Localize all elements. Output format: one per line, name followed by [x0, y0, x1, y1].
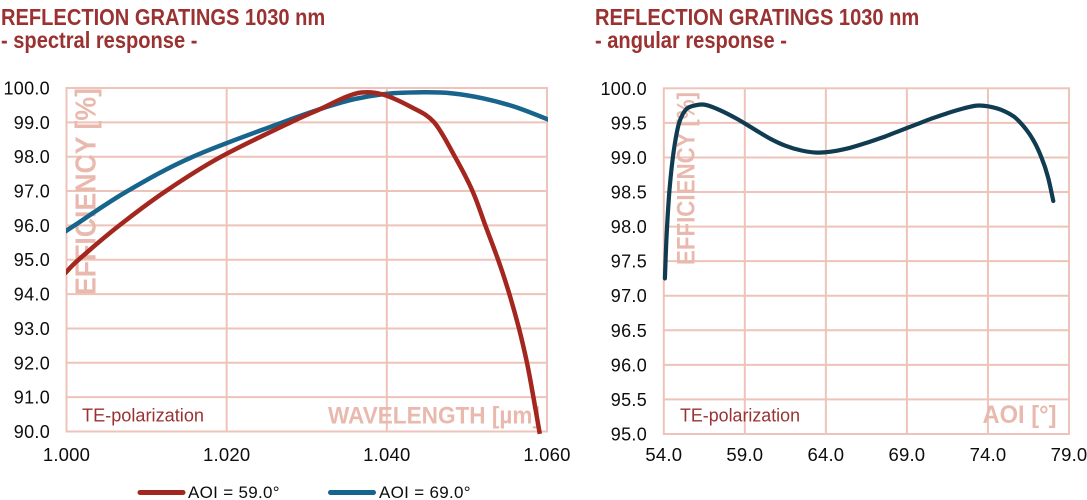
svg-text:TE-polarization: TE-polarization [680, 406, 800, 426]
svg-text:69.0: 69.0 [888, 444, 925, 465]
svg-text:96.0: 96.0 [611, 355, 647, 375]
svg-text:54.0: 54.0 [645, 444, 682, 465]
svg-text:96.5: 96.5 [611, 321, 647, 341]
svg-text:99.0: 99.0 [14, 113, 50, 133]
svg-text:98.0: 98.0 [14, 147, 50, 167]
svg-text:1.000: 1.000 [43, 444, 90, 465]
svg-text:97.0: 97.0 [611, 286, 647, 306]
svg-text:98.5: 98.5 [611, 183, 647, 203]
svg-text:WAVELENGTH [µm]: WAVELENGTH [µm] [328, 403, 540, 430]
svg-text:90.0: 90.0 [14, 422, 50, 442]
svg-text:74.0: 74.0 [970, 444, 1007, 465]
svg-text:TE-polarization: TE-polarization [82, 406, 204, 426]
svg-text:1.040: 1.040 [363, 444, 410, 465]
svg-text:91.0: 91.0 [14, 388, 50, 408]
svg-text:97.0: 97.0 [14, 182, 50, 202]
svg-text:98.0: 98.0 [611, 217, 647, 237]
svg-text:94.0: 94.0 [14, 285, 50, 305]
svg-text:100.0: 100.0 [3, 79, 50, 99]
svg-text:AOI [°]: AOI [°] [983, 401, 1057, 429]
svg-text:59.0: 59.0 [726, 444, 763, 465]
svg-text:1.060: 1.060 [523, 444, 570, 465]
svg-text:95.0: 95.0 [611, 425, 647, 445]
svg-text:99.5: 99.5 [611, 113, 647, 133]
svg-text:92.0: 92.0 [14, 353, 50, 373]
svg-text:95.5: 95.5 [611, 390, 647, 410]
svg-text:95.0: 95.0 [14, 250, 50, 270]
svg-text:97.5: 97.5 [611, 252, 647, 272]
svg-text:AOI = 59.0°: AOI = 59.0° [188, 483, 280, 500]
svg-text:79.0: 79.0 [1051, 444, 1087, 465]
svg-text:93.0: 93.0 [14, 319, 50, 339]
svg-text:EFFICIENCY [%]: EFFICIENCY [%] [673, 92, 701, 265]
svg-text:64.0: 64.0 [807, 444, 844, 465]
svg-text:AOI = 69.0°: AOI = 69.0° [379, 483, 471, 500]
svg-text:100.0: 100.0 [600, 79, 647, 99]
svg-text:1.020: 1.020 [203, 444, 250, 465]
svg-text:96.0: 96.0 [14, 216, 50, 236]
svg-text:99.0: 99.0 [611, 148, 647, 168]
